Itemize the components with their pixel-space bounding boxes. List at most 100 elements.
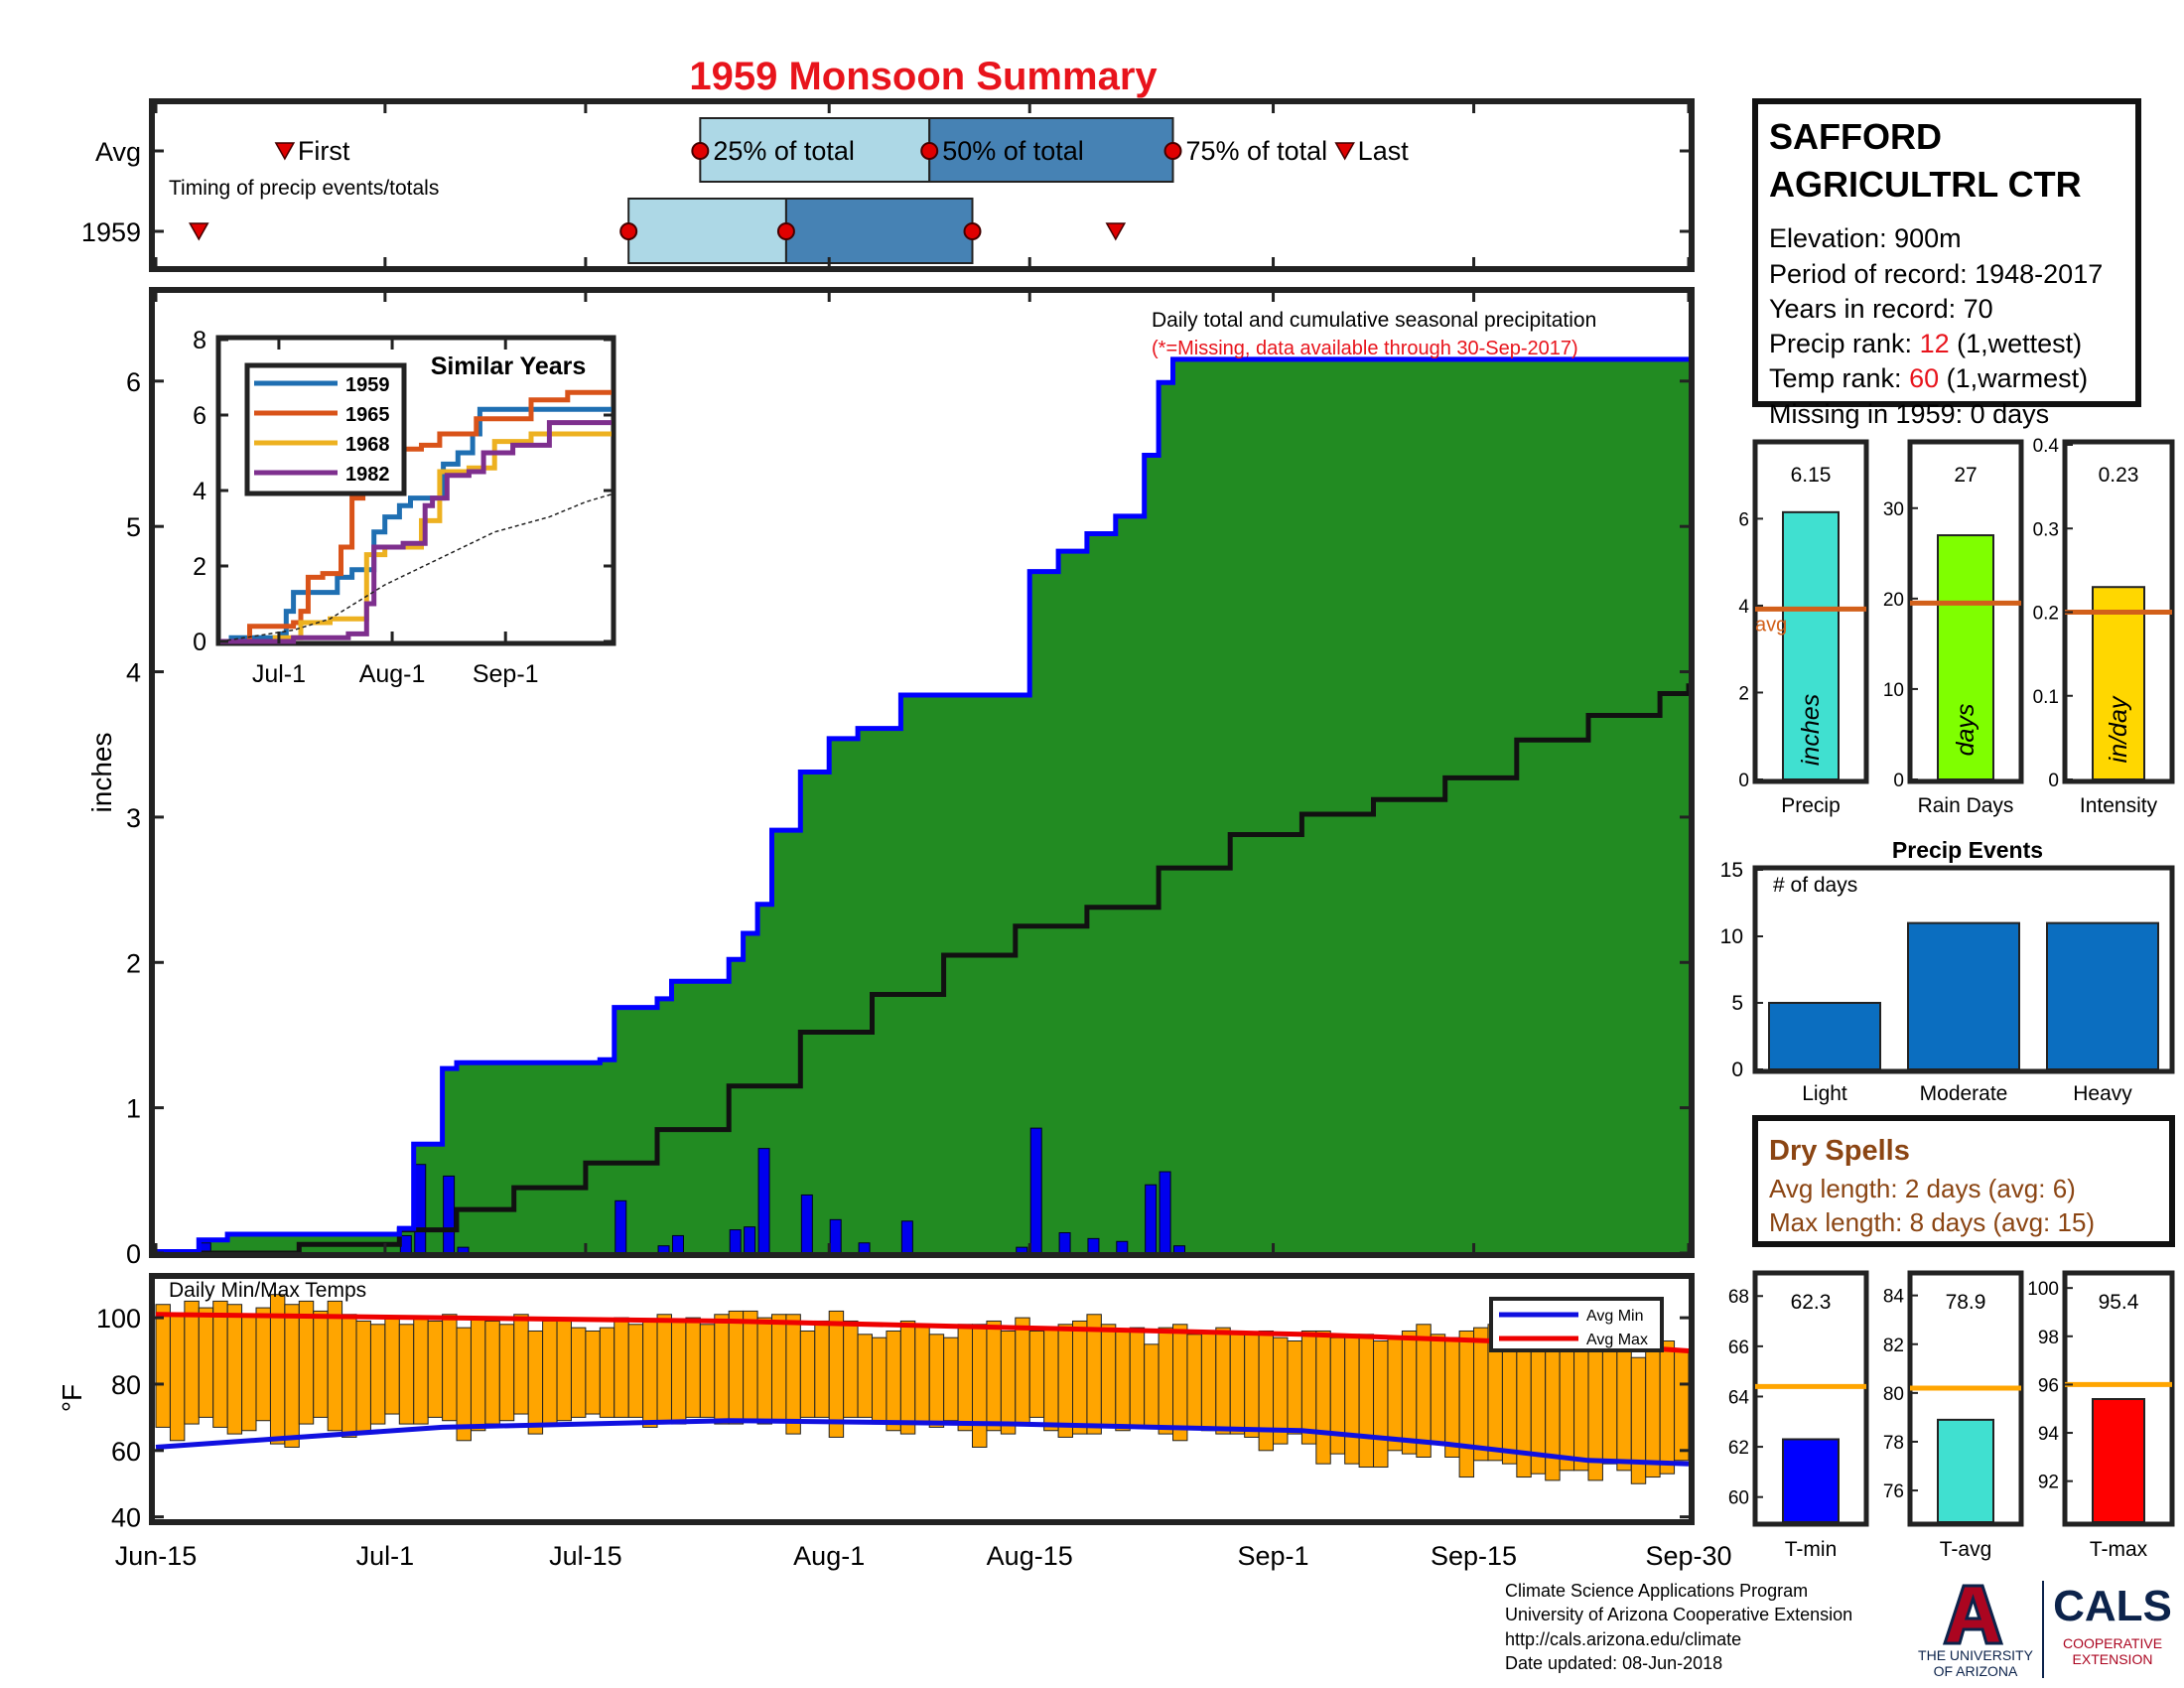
temp-range-bar: [212, 1300, 228, 1428]
temp-range-bar: [355, 1320, 371, 1435]
stat-tick-label: 2: [1738, 683, 1749, 704]
event-label-moderate: Moderate: [1920, 1082, 2008, 1105]
station-temp-rank: Temp rank: 60 (1,warmest): [1769, 363, 2088, 393]
temp-range-bar: [1401, 1330, 1418, 1455]
temp-range-bar: [986, 1320, 1002, 1432]
daily-precip-bar: [1173, 1245, 1186, 1254]
daily-precip-bar: [1116, 1240, 1129, 1254]
temp-range-bar: [1057, 1324, 1074, 1438]
stat-bar-rain_days: [1937, 534, 1994, 780]
temp-range-bar: [1473, 1327, 1489, 1462]
temp-ytick-label: 60: [111, 1437, 141, 1467]
temp-range-bar: [670, 1320, 687, 1425]
timing-marker-p75: [1163, 142, 1182, 160]
stat-tick-label: 10: [1883, 680, 1904, 701]
daily-precip-bar: [1145, 1184, 1158, 1254]
main-precip-panel: 0 1 2 3 4 5 6 Jun-15 Jul-1 Jul-15 Aug-1 Aug-15 Sep-…: [86, 101, 1732, 1571]
main-ytick-label: 4: [126, 658, 141, 688]
temp-range-bar: [656, 1314, 672, 1422]
tstat-tick-label: 96: [2038, 1375, 2059, 1396]
stat-value-rain_days: 27: [1954, 464, 1977, 487]
daily-precip-bar: [900, 1220, 913, 1254]
stat-label-rain_days: Rain Days: [1918, 794, 2014, 817]
event-tick-label: 15: [1720, 859, 1743, 882]
station-info-box: SAFFORD AGRICULTRL CTR Elevation: 900m P…: [1752, 98, 2141, 407]
temp-range-bar: [785, 1314, 801, 1435]
temp-range-bar: [1387, 1336, 1403, 1452]
temp-range-bar: [972, 1324, 988, 1448]
temp-range-bar: [957, 1324, 974, 1432]
tstat-bar-tmax: [2092, 1398, 2145, 1523]
temp-range-bar: [498, 1324, 515, 1422]
temp-range-bar: [1458, 1330, 1475, 1478]
temp-range-bar: [1144, 1343, 1160, 1428]
main-xtick-label: Jul-15: [549, 1541, 622, 1571]
precip-events-ylabel: # of days: [1773, 874, 1857, 897]
tstat-value-tmax: 95.4: [2099, 1291, 2139, 1314]
temp-range-bar: [241, 1314, 257, 1432]
main-legend-line2: (*=Missing, data available through 30-Se…: [1152, 338, 1578, 359]
temp-ytick-label: 100: [96, 1304, 141, 1334]
temp-range-bar: [1300, 1330, 1317, 1445]
similar-years-inset: 0 2 4 6 8 Jul-1 Aug-1 Sep-1 Similar Years 1959…: [193, 327, 616, 688]
stat-tick-label: 0.1: [2033, 687, 2059, 708]
stat-tick-label: 0: [2048, 771, 2059, 791]
temp-range-bar: [155, 1304, 171, 1428]
daily-precip-bar: [729, 1229, 742, 1254]
temp-range-bar: [770, 1314, 787, 1422]
daily-precip-bar: [414, 1164, 427, 1254]
timing-label-25: 25% of total: [713, 136, 855, 166]
stat-value-precip: 6.15: [1791, 464, 1832, 487]
tstat-value-tavg: 78.9: [1946, 1291, 1986, 1314]
temp-range-bar: [1015, 1317, 1030, 1425]
timing-box-25-50: [627, 198, 787, 264]
main-ytick-label: 3: [126, 803, 141, 833]
timing-marker-p25: [619, 222, 638, 240]
temp-range-bar: [527, 1330, 544, 1435]
inset-ytick-label: 8: [193, 327, 206, 354]
main-xtick-label: Aug-1: [793, 1541, 865, 1571]
stat-bar-precip: [1782, 510, 1840, 780]
dry-spells-max: Max length: 8 days (avg: 15): [1769, 1207, 2095, 1237]
stat-tick-label: 0.2: [2033, 604, 2059, 625]
similar-years-line-1982: [220, 420, 612, 644]
main-xtick-label: Jul-1: [356, 1541, 415, 1571]
temp-range-bar: [413, 1317, 429, 1425]
temp-range-bar: [456, 1327, 472, 1442]
temp-range-bar: [914, 1324, 930, 1425]
temp-range-bar: [1100, 1324, 1117, 1428]
station-name-1: SAFFORD: [1769, 116, 1942, 157]
stat-tick-label: 4: [1738, 597, 1749, 618]
temp-range-bar: [1186, 1334, 1202, 1428]
season-stats-panels: 6.15 inches Precip 0 2 4 6 avg 27 days Rain Days 0 1…: [1738, 436, 2175, 817]
main-ytick-label: 6: [126, 367, 141, 397]
main-xtick-label: Aug-15: [987, 1541, 1073, 1571]
temperature-stats-panels: 62.3 T-min 60 62 64 66 68 78.9 T-avg 76 78 80 82 84 95…: [1728, 1270, 2175, 1561]
temp-range-bar: [1344, 1334, 1360, 1465]
tstat-tick-label: 66: [1728, 1337, 1749, 1358]
temp-range-bar: [743, 1310, 758, 1422]
temperature-panel: 40 60 80 100 Daily Min/Max Temps °F Avg Min…: [57, 1273, 1695, 1533]
temp-range-bar: [1158, 1327, 1174, 1435]
temp-range-bar: [570, 1327, 587, 1418]
main-ytick-label: 5: [126, 512, 141, 542]
temp-range-bar: [799, 1330, 816, 1418]
daily-precip-bar: [1159, 1171, 1171, 1254]
temp-range-bar: [1244, 1334, 1260, 1438]
similar-years-line-1959: [220, 406, 612, 644]
temp-range-bar: [1430, 1334, 1446, 1445]
footer-line3: http://cals.arizona.edu/climate: [1505, 1629, 1741, 1649]
daily-precip-bar: [671, 1234, 684, 1254]
event-bar-moderate: [1907, 921, 2020, 1070]
timing-marker-p50: [776, 222, 795, 240]
temp-range-bar: [685, 1317, 701, 1418]
tstat-tick-label: 68: [1728, 1287, 1749, 1308]
coop-line2: EXTENSION: [2073, 1651, 2153, 1667]
temp-range-bar: [699, 1324, 716, 1418]
temp-range-bar: [542, 1320, 558, 1425]
timing-label-first: First: [298, 136, 350, 166]
tstat-tick-label: 80: [1883, 1384, 1904, 1405]
temp-range-bar: [1072, 1320, 1088, 1435]
temp-range-bar: [1129, 1327, 1146, 1428]
